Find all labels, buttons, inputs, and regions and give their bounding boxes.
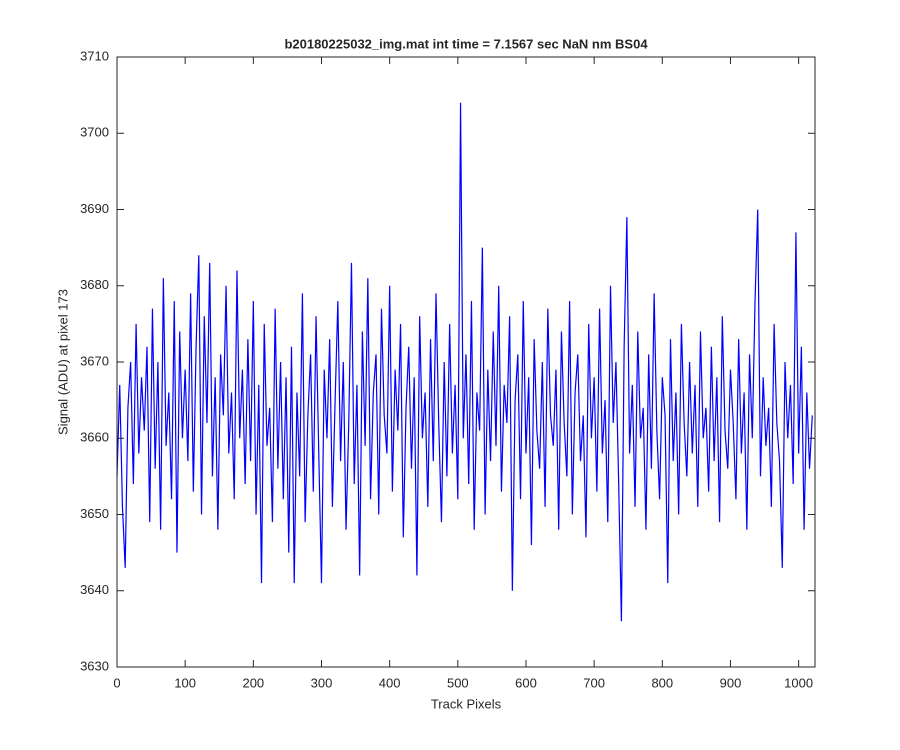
data-line xyxy=(116,102,813,622)
chart-title: b20180225032_img.mat int time = 7.1567 s… xyxy=(284,36,648,51)
y-tick-label: 3670 xyxy=(80,353,109,368)
x-tick-label: 300 xyxy=(311,675,333,690)
x-tick-label: 600 xyxy=(515,675,537,690)
y-tick-label: 3640 xyxy=(80,582,109,597)
x-tick-label: 800 xyxy=(651,675,673,690)
y-tick-label: 3630 xyxy=(80,658,109,673)
x-tick-label: 900 xyxy=(720,675,742,690)
y-tick-label: 3700 xyxy=(80,125,109,140)
y-tick-label: 3690 xyxy=(80,201,109,216)
x-tick-label: 700 xyxy=(583,675,605,690)
y-axis-label: Signal (ADU) at pixel 173 xyxy=(55,289,70,435)
x-tick-label: 400 xyxy=(379,675,401,690)
x-tick-label: 200 xyxy=(242,675,264,690)
x-tick-label: 1000 xyxy=(784,675,813,690)
x-axis-label: Track Pixels xyxy=(431,696,502,711)
y-tick-label: 3680 xyxy=(80,277,109,292)
x-tick-label: 0 xyxy=(113,675,120,690)
y-tick-label: 3710 xyxy=(80,48,109,63)
x-tick-label: 500 xyxy=(447,675,469,690)
y-tick-label: 3660 xyxy=(80,430,109,445)
x-tick-label: 100 xyxy=(174,675,196,690)
y-tick-label: 3650 xyxy=(80,506,109,521)
